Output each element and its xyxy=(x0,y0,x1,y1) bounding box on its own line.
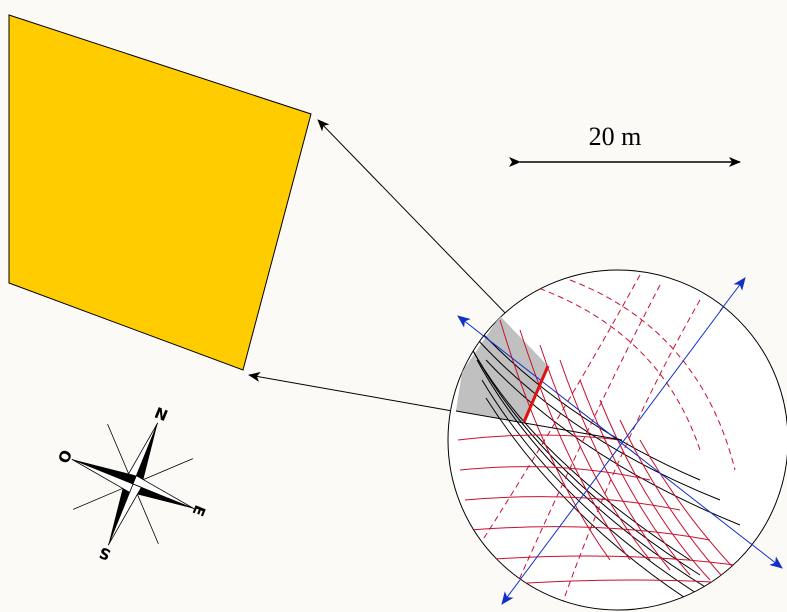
axis-tip-se xyxy=(749,542,783,569)
axis-tip-sw xyxy=(501,579,521,605)
compass-north-label: N xyxy=(152,404,170,425)
compass-rose: N E S O xyxy=(55,404,210,564)
sun-path-diagram xyxy=(447,269,787,611)
compass-west-label: O xyxy=(55,447,76,466)
scale-bar-label: 20 m xyxy=(589,122,642,151)
obstacle-baseline xyxy=(455,410,623,441)
sight-line-upper xyxy=(317,119,511,319)
sight-line-lower xyxy=(248,371,459,413)
axis-east-west xyxy=(448,304,783,569)
axis-tip-nw xyxy=(457,315,491,342)
scale-bar: 20 m xyxy=(509,122,741,167)
obstacle-height-marker xyxy=(522,365,550,423)
compass-main-points xyxy=(71,422,195,546)
compass-south-label: S xyxy=(97,543,114,564)
axis-tip-ne xyxy=(719,277,746,312)
compass-east-label: E xyxy=(189,502,210,518)
building-footprint xyxy=(8,14,312,371)
